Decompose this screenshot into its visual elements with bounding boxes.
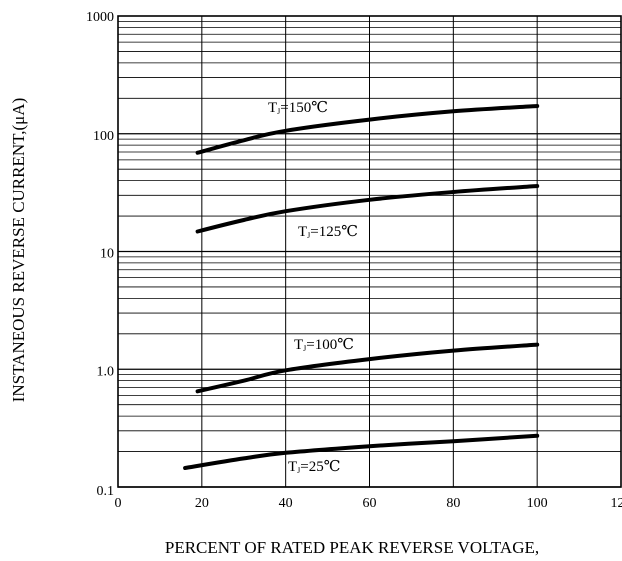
- y-axis-label: INSTANEOUS REVERSE CURRENT,(μA): [9, 98, 28, 402]
- y-tick-label: 1000: [86, 10, 114, 25]
- x-tick-label: 0: [115, 496, 122, 511]
- y-tick-label: 0.1: [97, 484, 115, 499]
- series-label: TJ=150℃: [268, 100, 328, 116]
- y-tick-labels: 0.1 1.0 10 100 1000: [86, 10, 114, 499]
- series-label: TJ=100℃: [294, 337, 354, 353]
- y-tick-label: 10: [100, 247, 114, 262]
- x-tick-label: 80: [446, 496, 460, 511]
- series-line: [195, 184, 540, 234]
- grid: [117, 16, 622, 488]
- series-line: [195, 342, 540, 394]
- x-tick-label: 20: [195, 496, 209, 511]
- series-line: [183, 433, 540, 470]
- series-line: [195, 104, 540, 155]
- x-tick-label: 40: [279, 496, 293, 511]
- x-tick-labels: 0 20 40 60 80 100 120: [115, 496, 622, 511]
- x-tick-label: 60: [363, 496, 377, 511]
- x-axis-label: PERCENT OF RATED PEAK REVERSE VOLTAGE,: [165, 538, 539, 557]
- y-tick-label: 1.0: [97, 364, 115, 379]
- plot-frame: [117, 15, 622, 488]
- series-label: TJ=125℃: [298, 224, 358, 240]
- x-tick-label: 100: [527, 496, 548, 511]
- y-tick-label: 100: [93, 129, 114, 144]
- x-tick-label: 120: [611, 496, 622, 511]
- series-group: [183, 104, 540, 470]
- series-label: TJ=25℃: [288, 459, 341, 475]
- series-labels: TJ=150℃ TJ=125℃ TJ=100℃ TJ=25℃: [268, 100, 358, 475]
